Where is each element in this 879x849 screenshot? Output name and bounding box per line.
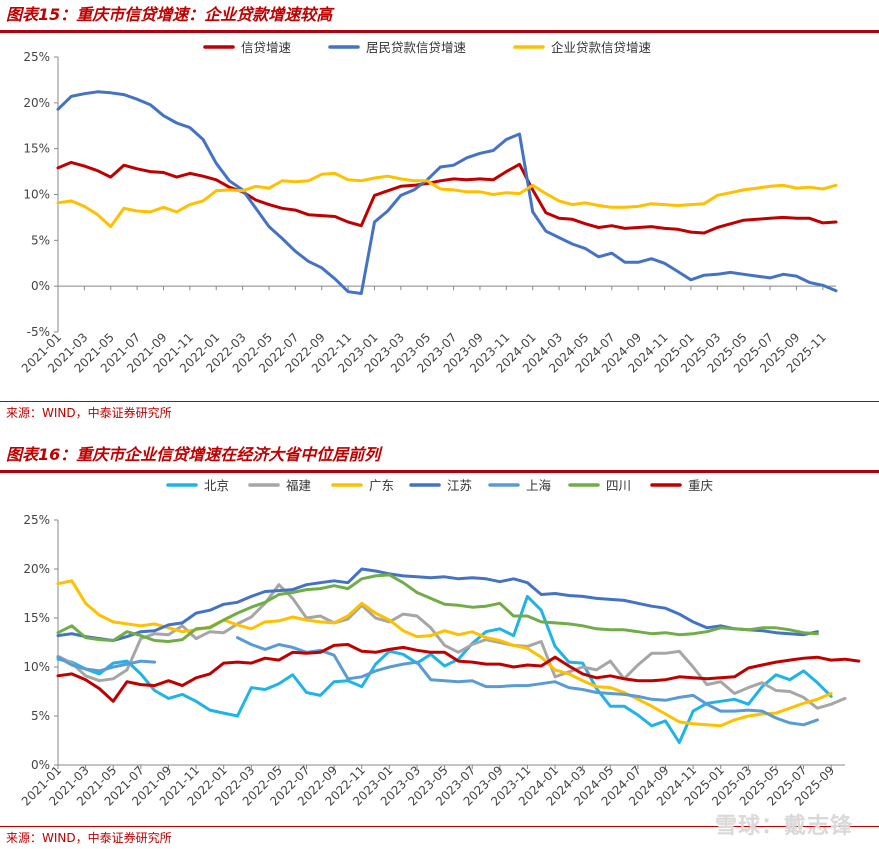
series-line [56, 583, 847, 710]
series-line [56, 160, 838, 235]
y-tick-label: 20% [23, 562, 50, 576]
series-line [56, 567, 819, 642]
series-line [56, 171, 838, 229]
title-rule [0, 30, 879, 33]
y-tick-label: 25% [23, 50, 50, 64]
figure-title: 图表16：重庆市企业信贷增速在经济大省中位居前列 [6, 445, 381, 464]
legend-label: 北京 [204, 478, 229, 493]
y-tick-label: -5% [27, 325, 50, 339]
y-tick-label: 25% [23, 513, 50, 527]
y-tick-label: 15% [23, 142, 50, 156]
y-tick-label: 0% [31, 279, 50, 293]
legend-label: 信贷增速 [241, 40, 292, 55]
legend-label: 江苏 [447, 478, 472, 493]
series-line [56, 579, 833, 728]
line-chart-credit-growth: -5%0%5%10%15%20%25%2021-012021-032021-05… [19, 40, 838, 376]
figure-source: 来源：WIND，中泰证券研究所 [6, 831, 172, 845]
series-line [56, 90, 838, 295]
watermark: 雪球：戴志锋 [714, 814, 853, 839]
series-福建 [56, 583, 847, 710]
series-上海 [56, 636, 819, 727]
series-居民贷款信贷增速 [56, 90, 838, 295]
series-北京 [56, 594, 833, 744]
legend-label: 上海 [526, 478, 552, 493]
series-四川 [56, 573, 819, 643]
legend-label: 重庆 [688, 478, 714, 493]
figure-credit-growth: 图表15：重庆市信贷增速：企业贷款增速较高 -5% 0% 5% 10% 15% 20% 25… [0, 5, 879, 420]
series-广东 [56, 579, 833, 728]
legend-label: 居民贷款信贷增速 [366, 40, 467, 55]
series-line [56, 594, 833, 744]
legend-label: 企业贷款信贷增速 [551, 40, 652, 55]
y-tick-label: 15% [23, 611, 50, 625]
legend-label: 福建 [286, 478, 312, 493]
figure-source: 来源：WIND，中泰证券研究所 [6, 406, 172, 420]
figure-title: 图表15：重庆市信贷增速：企业贷款增速较高 [6, 5, 333, 24]
source-rule [0, 826, 879, 827]
series-重庆 [56, 643, 861, 703]
legend-label: 广东 [369, 478, 394, 493]
title-rule [0, 470, 879, 473]
series-江苏 [56, 567, 819, 642]
y-tick-label: 5% [31, 709, 50, 723]
series-line [56, 643, 861, 703]
y-tick-label: 20% [23, 96, 50, 110]
y-tick-label: 0% [31, 758, 50, 772]
y-tick-label: 10% [23, 188, 50, 202]
series-企业贷款信贷增速 [56, 171, 838, 229]
series-line [56, 573, 819, 643]
series-信贷增速 [56, 160, 838, 235]
y-tick-label: 10% [23, 660, 50, 674]
legend-label: 四川 [606, 478, 631, 493]
y-tick-label: 5% [31, 233, 50, 247]
source-rule [0, 401, 879, 402]
series-line [56, 636, 819, 727]
